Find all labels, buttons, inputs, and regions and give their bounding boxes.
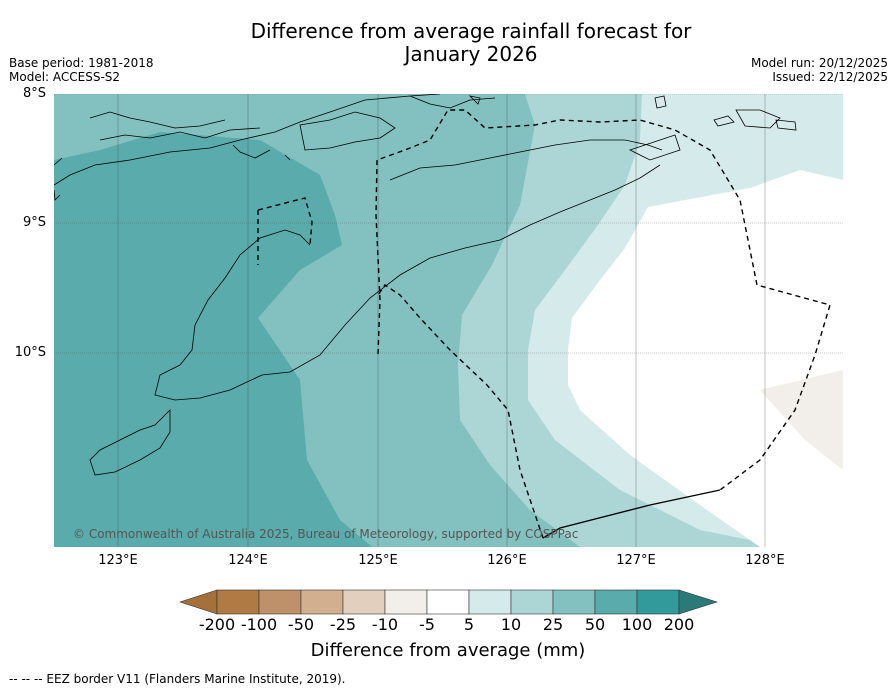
eez-footnote: -- -- -- EEZ border V11 (Flanders Marine… (9, 672, 346, 686)
colorbar-tick: 25 (542, 615, 564, 634)
colorbar-tick: 100 (621, 615, 653, 634)
band-neg5-5 (760, 370, 843, 470)
lon-label-125e: 125°E (358, 553, 398, 568)
colorbar-tick: 50 (584, 615, 606, 634)
colorbar-title: Difference from average (mm) (310, 640, 586, 661)
lon-label-124e: 124°E (228, 553, 268, 568)
colorbar-tick: 10 (500, 615, 522, 634)
lat-label-10s: 10°S (14, 345, 46, 360)
colorbar-bin (594, 589, 638, 615)
meta-left: Base period: 1981-2018 Model: ACCESS-S2 (9, 56, 154, 84)
band-100-200 (54, 94, 372, 547)
map-copyright: © Commonwealth of Australia 2025, Bureau… (73, 527, 579, 541)
base-period: Base period: 1981-2018 (9, 56, 154, 70)
colorbar-bin (384, 589, 428, 615)
band-5-10 (568, 170, 843, 547)
eez-border (257, 109, 831, 539)
colorbar-tick: -50 (287, 615, 315, 634)
colorbar-bin (216, 589, 260, 615)
lon-label-126e: 126°E (487, 553, 527, 568)
colorbar-extend-high (678, 589, 718, 615)
colorbar-bin (552, 589, 596, 615)
colorbar-bin (342, 589, 386, 615)
colorbar-tick: -100 (240, 615, 278, 634)
issued-date: Issued: 22/12/2025 (772, 70, 888, 84)
colorbar-bin (510, 589, 554, 615)
colorbar-tick: 200 (663, 615, 695, 634)
model-name: Model: ACCESS-S2 (9, 70, 121, 84)
lon-label-123e: 123°E (98, 553, 138, 568)
meta-right: Model run: 20/12/2025 Issued: 22/12/2025 (751, 56, 888, 84)
chart-title: Difference from average rainfall forecas… (250, 19, 692, 66)
colorbar-tick: -25 (329, 615, 357, 634)
coastlines (54, 94, 797, 476)
model-run: Model run: 20/12/2025 (750, 56, 888, 70)
colorbar-tick: 5 (463, 615, 475, 634)
colorbar-bin (258, 589, 302, 615)
colorbar-tick: -5 (419, 615, 435, 634)
colorbar-bin (636, 589, 680, 615)
lat-label-8s: 8°S (22, 86, 46, 101)
colorbar-bin (300, 589, 344, 615)
lon-label-127e: 127°E (616, 553, 656, 568)
gridlines (54, 94, 843, 547)
colorbar-tick: -200 (198, 615, 236, 634)
colorbar-extend-low (179, 589, 218, 615)
lat-label-9s: 9°S (22, 215, 46, 230)
lon-label-128e: 128°E (745, 553, 785, 568)
colorbar-bin (468, 589, 512, 615)
colorbar-tick: -10 (371, 615, 399, 634)
colorbar-bin (426, 589, 470, 615)
